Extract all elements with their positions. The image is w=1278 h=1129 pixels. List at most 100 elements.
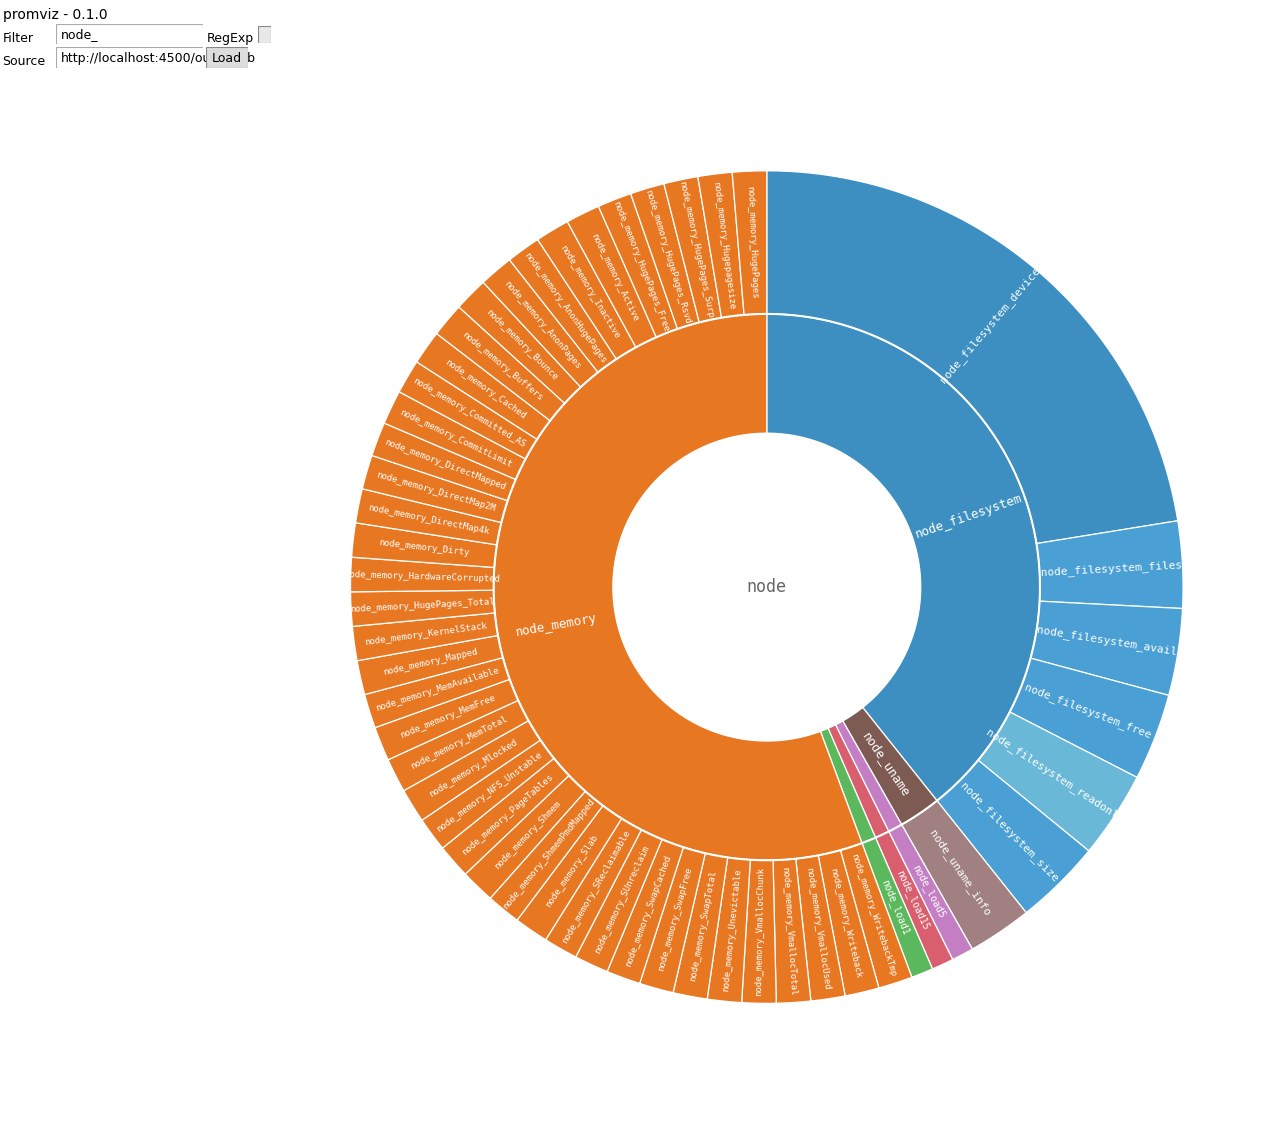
Polygon shape bbox=[767, 314, 1040, 800]
Polygon shape bbox=[389, 700, 529, 790]
Text: node_memory_Unevictable: node_memory_Unevictable bbox=[721, 868, 743, 992]
Polygon shape bbox=[459, 282, 580, 403]
Polygon shape bbox=[978, 712, 1137, 851]
Polygon shape bbox=[861, 838, 933, 978]
Text: node_memory_Buffers: node_memory_Buffers bbox=[460, 330, 544, 402]
Text: node_memory_AnonPages: node_memory_AnonPages bbox=[502, 279, 583, 371]
Text: RegExp: RegExp bbox=[207, 32, 254, 45]
Polygon shape bbox=[888, 824, 973, 960]
Text: node_filesystem_size: node_filesystem_size bbox=[957, 780, 1061, 884]
Text: http://localhost:4500/out/gitlab: http://localhost:4500/out/gitlab bbox=[60, 52, 256, 65]
Text: node_memory_AnonHugePages: node_memory_AnonHugePages bbox=[523, 251, 608, 365]
Polygon shape bbox=[1030, 601, 1182, 695]
Text: node_memory_Active: node_memory_Active bbox=[589, 233, 640, 323]
Polygon shape bbox=[767, 170, 1178, 543]
Text: node_uname: node_uname bbox=[860, 729, 912, 798]
Polygon shape bbox=[607, 839, 684, 983]
Text: node_memory_DirectMap4k: node_memory_DirectMap4k bbox=[367, 504, 491, 536]
Polygon shape bbox=[518, 806, 621, 939]
Text: node_memory_WritebackTmp: node_memory_WritebackTmp bbox=[849, 852, 897, 978]
Circle shape bbox=[613, 434, 920, 741]
Text: node_memory_ShmemPmdMapped: node_memory_ShmemPmdMapped bbox=[501, 797, 597, 911]
Polygon shape bbox=[465, 776, 585, 899]
Polygon shape bbox=[828, 725, 888, 838]
Text: node_memory_Shmem: node_memory_Shmem bbox=[492, 799, 562, 870]
Polygon shape bbox=[404, 720, 541, 820]
Polygon shape bbox=[493, 314, 861, 860]
Polygon shape bbox=[674, 854, 727, 999]
Text: node_filesystem_avail: node_filesystem_avail bbox=[1036, 624, 1178, 657]
Text: node_memory_NFS_Unstable: node_memory_NFS_Unstable bbox=[435, 750, 544, 833]
Text: node_memory_Committed_AS: node_memory_Committed_AS bbox=[412, 376, 528, 449]
Polygon shape bbox=[773, 859, 810, 1004]
Text: node_memory_Mlocked: node_memory_Mlocked bbox=[428, 737, 519, 798]
Polygon shape bbox=[663, 176, 722, 323]
Polygon shape bbox=[442, 759, 569, 874]
Polygon shape bbox=[422, 739, 553, 848]
Text: node_filesystem_device: node_filesystem_device bbox=[938, 264, 1043, 385]
Text: node_memory_Bounce: node_memory_Bounce bbox=[484, 307, 560, 382]
Text: node_memory_MemFree: node_memory_MemFree bbox=[399, 693, 496, 741]
Polygon shape bbox=[937, 760, 1089, 912]
Polygon shape bbox=[357, 636, 504, 694]
Polygon shape bbox=[510, 239, 616, 373]
Text: node_memory_Writeback: node_memory_Writeback bbox=[828, 867, 863, 979]
Text: node_memory_HugePages_Free: node_memory_HugePages_Free bbox=[611, 200, 671, 333]
Polygon shape bbox=[350, 558, 495, 592]
Polygon shape bbox=[842, 708, 937, 824]
Text: node_memory_DirectMap2M: node_memory_DirectMap2M bbox=[374, 471, 496, 514]
Polygon shape bbox=[576, 830, 662, 972]
Polygon shape bbox=[741, 860, 776, 1004]
Text: node_memory_Cached: node_memory_Cached bbox=[442, 357, 527, 420]
Text: node_memory_VmallocChunk: node_memory_VmallocChunk bbox=[754, 867, 766, 996]
Polygon shape bbox=[483, 260, 598, 387]
Polygon shape bbox=[399, 362, 537, 460]
Polygon shape bbox=[698, 173, 744, 317]
Text: node_filesystem_readonly: node_filesystem_readonly bbox=[984, 727, 1126, 825]
Polygon shape bbox=[841, 843, 911, 988]
Text: node_memory_HardwareCorrupted: node_memory_HardwareCorrupted bbox=[344, 570, 500, 584]
Polygon shape bbox=[567, 207, 657, 348]
Text: node_memory_Mapped: node_memory_Mapped bbox=[382, 647, 478, 677]
Text: node_memory_Inactive: node_memory_Inactive bbox=[557, 243, 621, 340]
Text: node_load15: node_load15 bbox=[893, 868, 932, 931]
Polygon shape bbox=[640, 847, 705, 992]
Polygon shape bbox=[364, 657, 510, 728]
Polygon shape bbox=[546, 819, 642, 957]
Polygon shape bbox=[372, 423, 516, 501]
Text: node_memory_SwapFree: node_memory_SwapFree bbox=[657, 866, 694, 972]
Polygon shape bbox=[353, 613, 498, 660]
Polygon shape bbox=[707, 857, 750, 1003]
Text: node_memory_MemAvailable: node_memory_MemAvailable bbox=[374, 666, 501, 714]
Text: node_memory_Slab: node_memory_Slab bbox=[543, 833, 599, 909]
Polygon shape bbox=[1010, 658, 1168, 778]
Polygon shape bbox=[796, 856, 845, 1001]
Polygon shape bbox=[598, 194, 677, 338]
Text: node_uname_info: node_uname_info bbox=[927, 828, 993, 918]
Text: node_memory_DirectMapped: node_memory_DirectMapped bbox=[382, 437, 506, 492]
Polygon shape bbox=[362, 455, 507, 523]
Polygon shape bbox=[351, 523, 497, 568]
Polygon shape bbox=[836, 721, 902, 831]
Text: node_memory_HugePages: node_memory_HugePages bbox=[745, 186, 759, 299]
Text: Load: Load bbox=[212, 52, 242, 65]
Text: node_load5: node_load5 bbox=[910, 863, 947, 920]
Text: node_memory_SReclaimable: node_memory_SReclaimable bbox=[560, 829, 631, 945]
Text: node_memory_Hugepagesize: node_memory_Hugepagesize bbox=[712, 181, 736, 309]
Polygon shape bbox=[437, 307, 565, 421]
Polygon shape bbox=[355, 489, 501, 545]
Text: Source: Source bbox=[3, 55, 46, 69]
Text: node_memory_VmallocTotal: node_memory_VmallocTotal bbox=[781, 866, 797, 996]
Polygon shape bbox=[350, 590, 495, 627]
Text: node_: node_ bbox=[60, 28, 98, 42]
Text: node_memory_MemTotal: node_memory_MemTotal bbox=[409, 715, 510, 771]
Text: Filter: Filter bbox=[3, 32, 33, 45]
Polygon shape bbox=[538, 221, 636, 359]
Text: node_filesystem: node_filesystem bbox=[914, 492, 1024, 541]
Polygon shape bbox=[417, 333, 550, 439]
Text: node_memory_PageTables: node_memory_PageTables bbox=[460, 772, 555, 857]
Text: node_filesystem_free: node_filesystem_free bbox=[1024, 682, 1153, 741]
Text: node_memory_Dirty: node_memory_Dirty bbox=[378, 539, 470, 558]
Text: node_memory_SwapTotal: node_memory_SwapTotal bbox=[689, 869, 718, 982]
Polygon shape bbox=[631, 184, 699, 329]
